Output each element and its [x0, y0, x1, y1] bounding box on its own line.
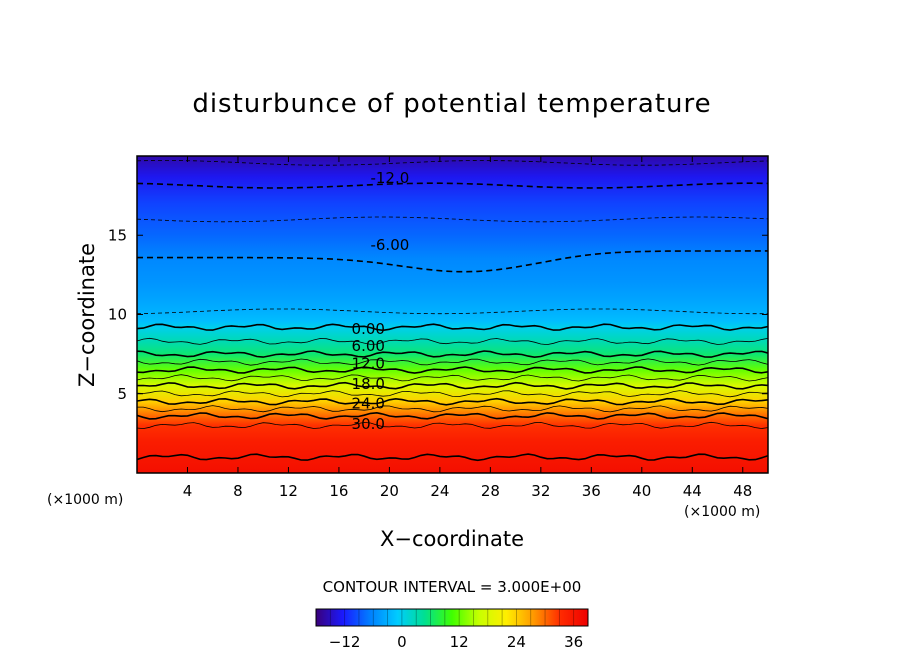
contour-label: 24.0: [352, 394, 385, 412]
y-axis-label: Z−coordinate: [75, 243, 99, 387]
contour-line: [137, 453, 768, 462]
contour-label: 6.00: [352, 337, 385, 355]
colorbar-tick-label: 36: [564, 633, 583, 651]
x-tick-label: 44: [683, 482, 702, 500]
contour-line: [137, 366, 768, 374]
x-tick-label: 28: [481, 482, 500, 500]
contour-interval-text: CONTOUR INTERVAL = 3.000E+00: [323, 578, 582, 596]
contour-lines: [137, 160, 768, 462]
contour-label: 18.0: [352, 375, 385, 393]
x-tick-label: 12: [279, 482, 298, 500]
contour-line: [137, 411, 768, 420]
x-tick-label: 8: [233, 482, 243, 500]
y-tick-label: 15: [108, 226, 127, 244]
y-tick-label: 5: [117, 385, 127, 403]
x-tick-label: 40: [632, 482, 651, 500]
contour-label: 30.0: [352, 415, 385, 433]
contour-line: [137, 397, 768, 406]
y-axis: 5 10 15: [108, 226, 768, 403]
contour-label: -6.00: [370, 236, 409, 254]
colorbar-tick-label: 12: [450, 633, 469, 651]
potential-temperature-field: [137, 156, 768, 473]
contour-line: [137, 216, 768, 223]
x-tick-label: 48: [733, 482, 752, 500]
contour-line: [137, 390, 768, 398]
contour-line: [137, 323, 768, 332]
contour-line: [137, 308, 768, 315]
colorbar-tick-label: 0: [397, 633, 407, 651]
chart-title: disturbunce of potential temperature: [192, 89, 711, 119]
colorbar: −12 0 12 24 36: [315, 608, 589, 651]
contour-line: [137, 381, 768, 390]
x-tick-label: 32: [531, 482, 550, 500]
contour-label: -12.0: [370, 169, 409, 187]
x-tick-label: 36: [582, 482, 601, 500]
contour-label: 12.0: [352, 355, 385, 373]
contour-line: [137, 358, 768, 366]
x-tick-label: 16: [329, 482, 348, 500]
contour-line: [137, 160, 768, 166]
contour-line: [137, 337, 768, 346]
colorbar-segments: [329, 609, 575, 626]
contour-line: [137, 374, 768, 382]
x-axis: 4 8 12 16 20 24 28 32 36 40 44 48: [183, 156, 752, 500]
x-tick-label: 24: [430, 482, 449, 500]
x-unit-label: (×1000 m): [684, 504, 760, 520]
y-unit-label: (×1000 m): [47, 492, 123, 508]
colorbar-ticks: −12 0 12 24 36: [329, 633, 583, 651]
x-axis-label: X−coordinate: [380, 527, 524, 551]
contour-label: 0.00: [352, 320, 385, 338]
y-tick-label: 10: [108, 306, 127, 324]
contour-line: [137, 350, 768, 359]
contour-line: [137, 421, 768, 430]
x-tick-label: 20: [380, 482, 399, 500]
colorbar-fill: [315, 608, 589, 627]
contour-line: [137, 405, 768, 413]
contour-line: [137, 182, 768, 189]
x-tick-label: 4: [183, 482, 193, 500]
colorbar-tick-label: −12: [329, 633, 361, 651]
colorbar-tick-label: 24: [507, 633, 526, 651]
contour-line: [137, 250, 768, 273]
